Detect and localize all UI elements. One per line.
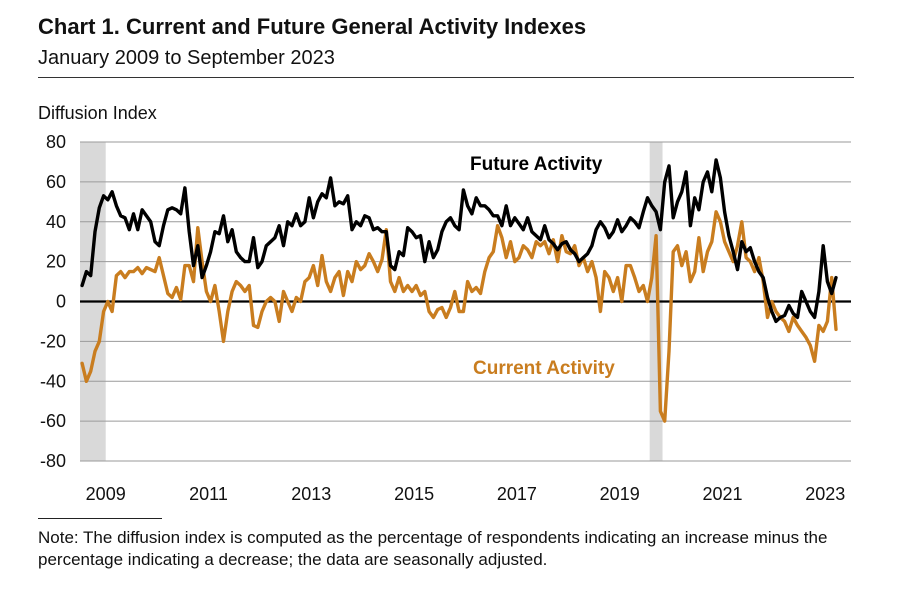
current-activity-label: Current Activity bbox=[473, 358, 615, 379]
x-tick-label: 2011 bbox=[189, 484, 228, 504]
title-divider bbox=[38, 77, 854, 78]
y-tick-label: 60 bbox=[46, 172, 66, 192]
x-tick-label: 2017 bbox=[497, 484, 537, 504]
x-tick-label: 2023 bbox=[805, 484, 845, 504]
grid-lines bbox=[80, 141, 851, 462]
y-axis-label: Diffusion Index bbox=[38, 103, 157, 123]
series-lines bbox=[80, 158, 838, 423]
y-tick-label: -40 bbox=[40, 371, 66, 391]
y-tick-label: 80 bbox=[46, 132, 66, 152]
note-divider bbox=[38, 518, 162, 519]
chart-title: Chart 1. Current and Future General Acti… bbox=[38, 14, 587, 39]
x-tick-label: 2021 bbox=[702, 484, 742, 504]
current-activity-line bbox=[80, 210, 838, 423]
chart-note: Note: The diffusion index is computed as… bbox=[38, 528, 828, 569]
x-tick-label: 2019 bbox=[600, 484, 640, 504]
y-tick-label: -20 bbox=[40, 331, 66, 351]
x-tick-label: 2015 bbox=[394, 484, 434, 504]
x-tick-label: 2013 bbox=[291, 484, 331, 504]
y-tick-label: 0 bbox=[56, 292, 66, 312]
x-tick-label: 2009 bbox=[86, 484, 126, 504]
future-activity-line bbox=[80, 158, 838, 324]
x-axis-ticks: 2009 2011 2013 2015 2017 2019 2021 2023 bbox=[86, 484, 846, 504]
y-tick-label: 40 bbox=[46, 212, 66, 232]
y-tick-label: -80 bbox=[40, 451, 66, 471]
future-activity-label: Future Activity bbox=[470, 154, 603, 175]
y-axis-ticks: 80 60 40 20 0 -20 -40 -60 -80 bbox=[40, 132, 66, 471]
y-tick-label: 20 bbox=[46, 252, 66, 272]
y-tick-label: -60 bbox=[40, 411, 66, 431]
chart-subtitle: January 2009 to September 2023 bbox=[38, 47, 335, 69]
